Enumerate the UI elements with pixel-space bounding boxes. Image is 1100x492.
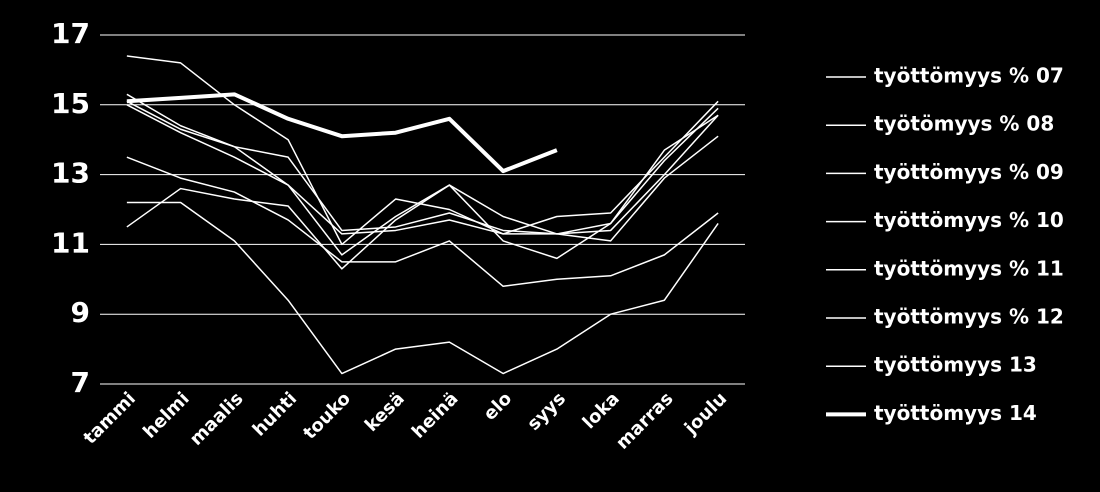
legend-label: työttömyys % 10 xyxy=(874,208,1064,232)
legend-label: työttömyys % 12 xyxy=(874,305,1064,329)
y-tick-label: 17 xyxy=(51,17,90,50)
legend-label: työttömyys % 09 xyxy=(874,160,1064,184)
y-tick-label: 15 xyxy=(51,87,90,120)
legend-label: työttömyys % 11 xyxy=(874,256,1064,280)
legend-label: työttömyys % 07 xyxy=(874,64,1064,88)
y-tick-label: 11 xyxy=(51,226,90,259)
series-line xyxy=(126,201,719,375)
series-line xyxy=(126,104,719,256)
y-tick-label: 13 xyxy=(51,157,90,190)
series-line xyxy=(126,114,719,270)
series-line xyxy=(126,92,558,174)
legend-label: työttömyys 14 xyxy=(874,401,1037,425)
series-line xyxy=(126,55,719,246)
legend-label: työttömyys 13 xyxy=(874,353,1037,377)
series-line xyxy=(126,156,719,288)
y-tick-label: 9 xyxy=(71,296,90,329)
y-tick-label: 7 xyxy=(71,366,90,399)
series-line xyxy=(126,100,719,235)
legend-label: työtömyys % 08 xyxy=(874,112,1054,136)
